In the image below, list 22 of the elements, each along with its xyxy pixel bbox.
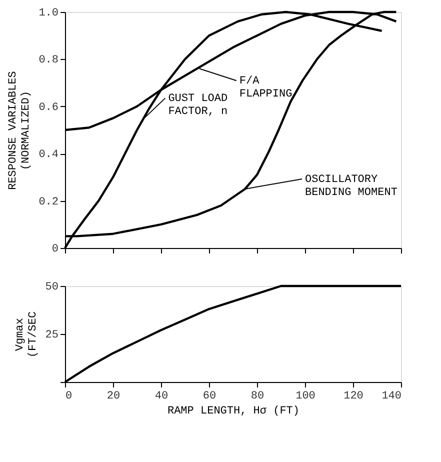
x-tick-label: 20	[106, 390, 120, 402]
y-axis-title: Vgmax (FT/SEC	[14, 311, 40, 358]
x-tick-label: 100	[296, 390, 316, 402]
x-tick-label: 60	[202, 390, 216, 402]
x-tick-label: 80	[250, 390, 264, 402]
y-tick-label: 1.0	[38, 8, 58, 20]
y-tick-label: 0.2	[38, 196, 58, 208]
x-tick-label: 0	[66, 390, 72, 402]
x-tick-label: 140	[382, 390, 402, 402]
annotation: GUST LOAD FACTOR, n	[168, 93, 228, 118]
y-tick-label: 50	[45, 282, 58, 294]
x-axis-title: RAMP LENGTH, Hσ (FT)	[167, 406, 300, 418]
y-axis-title: RESPONSE VARIABLES (NORMALIZED)	[8, 70, 33, 190]
y-tick-label: 0	[52, 244, 58, 256]
y-tick-label: 0.8	[38, 54, 58, 67]
y-tick-label: 0.6	[38, 102, 58, 114]
annotation: OSCILLATORY BENDING MOMENT	[305, 174, 398, 199]
annotation: F/A FLAPPING	[239, 76, 292, 101]
x-tick-label: 120	[344, 390, 364, 402]
x-tick-label: 40	[154, 390, 168, 402]
y-tick-label: 0.4	[38, 149, 59, 162]
y-tick-label: 25	[45, 330, 58, 342]
